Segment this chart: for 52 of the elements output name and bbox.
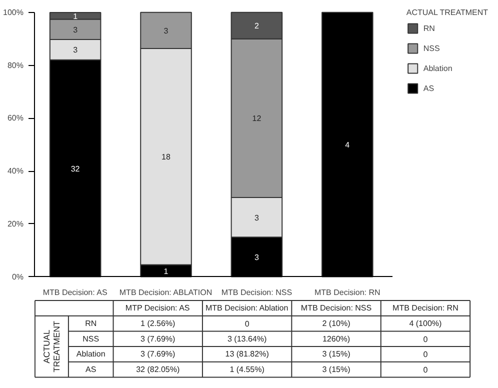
legend-label: NSS xyxy=(423,44,441,52)
text: 1 (4.55%) xyxy=(230,365,264,374)
annotation: 1 xyxy=(164,266,169,276)
category-label: Ablation xyxy=(76,350,106,359)
text: ACTUAL TREATMENT xyxy=(42,320,62,372)
x-tick-label: MTB Decision: RN xyxy=(314,288,381,297)
x-tick-label: MTB Decision: NSS xyxy=(221,288,292,297)
text: 3 (13.64%) xyxy=(228,334,267,344)
annotation: 3 xyxy=(254,213,260,222)
text: 0 xyxy=(423,366,428,375)
category-label: NSS xyxy=(82,334,100,344)
text: 2 (10%) xyxy=(322,319,350,328)
annotation: 32 xyxy=(70,164,80,174)
annotation: 18 xyxy=(162,152,172,162)
y-tick-label: 40% xyxy=(7,166,24,176)
category-label: RN xyxy=(85,319,97,328)
category-label: MTB Decision: RN xyxy=(392,304,459,313)
legend-label: Ablation xyxy=(423,64,452,72)
annotation: 4 xyxy=(345,140,350,150)
x-tick-label: MTB Decision: AS xyxy=(42,288,108,297)
annotation: 3 xyxy=(254,252,260,262)
text: 1260%) xyxy=(322,334,350,344)
text: 3 (15%) xyxy=(322,365,350,374)
text: 3 (15%) xyxy=(322,350,350,359)
y-tick-label: 80% xyxy=(7,60,24,70)
legend-label: RN xyxy=(423,24,436,32)
category-label: MTB Decision: NSS xyxy=(300,304,372,313)
text: 32 (82.05%) xyxy=(136,365,180,374)
annotation: 3 xyxy=(73,46,78,55)
x-tick-label: MTB Decision: ABLATION xyxy=(119,288,212,297)
annotation: 12 xyxy=(252,114,262,124)
text: 3 (7.69%) xyxy=(140,334,176,344)
category-label: MTP Decision: AS xyxy=(125,304,190,313)
text: 1 (2.56%) xyxy=(140,319,176,328)
text: 3 (7.69%) xyxy=(140,350,176,359)
text: 4 (100%) xyxy=(409,319,442,328)
text: 0 xyxy=(423,350,428,360)
category-label: MTB Decision: Ablation xyxy=(205,304,288,313)
legend-title: ACTUAL TREATMENT xyxy=(406,8,488,17)
category-label: AS xyxy=(86,365,96,374)
annotation: 1 xyxy=(73,12,78,21)
y-tick-label: 0% xyxy=(12,272,24,282)
annotation: 3 xyxy=(164,26,169,36)
annotation: 2 xyxy=(254,22,260,31)
annotation: 3 xyxy=(73,25,78,34)
text: 0 xyxy=(244,320,250,329)
legend-label: AS xyxy=(423,84,436,92)
y-tick-label: 20% xyxy=(7,219,24,228)
y-tick-label: 100% xyxy=(3,8,24,17)
text: 0 xyxy=(423,334,428,344)
y-tick-label: 60% xyxy=(7,114,24,123)
text: 13 (81.82%) xyxy=(225,350,269,359)
